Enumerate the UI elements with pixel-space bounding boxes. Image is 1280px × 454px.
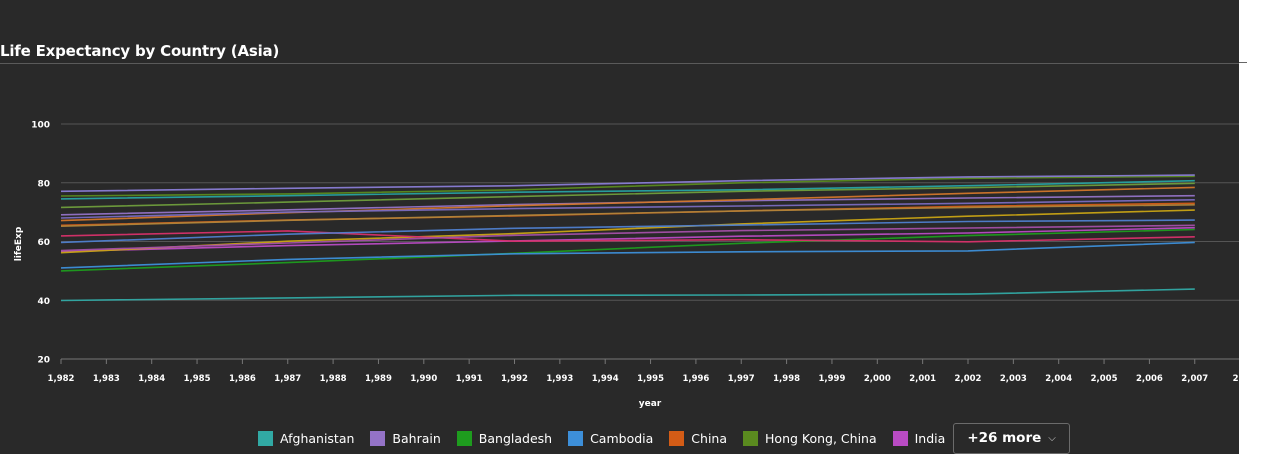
x-tick-label: 1,990 bbox=[410, 374, 437, 384]
x-tick-label: 1,991 bbox=[456, 374, 483, 384]
legend-label: Hong Kong, China bbox=[765, 430, 877, 446]
x-tick-label: 1,995 bbox=[637, 374, 664, 384]
legend-item[interactable]: India bbox=[892, 430, 946, 446]
grid-lines bbox=[61, 123, 1239, 360]
x-tick-label: 1,986 bbox=[229, 374, 256, 384]
legend-label: Bangladesh bbox=[478, 430, 553, 446]
y-tick-label: 80 bbox=[37, 179, 50, 189]
y-axis-label: lifeExp bbox=[14, 226, 24, 261]
axes: 20 40 60 80 100 1,982 1,983 1,984 1,985 1,986 1,98… bbox=[31, 121, 1239, 385]
series-line[interactable] bbox=[60, 174, 1195, 193]
legend-swatch bbox=[258, 430, 273, 446]
legend: Afghanistan Bahrain Bangladesh Cambodia Chin… bbox=[258, 422, 1070, 454]
title-divider-end bbox=[1239, 62, 1247, 63]
chart-title: Life Expectancy by Country (Asia) bbox=[0, 42, 280, 60]
series-line[interactable] bbox=[60, 204, 1195, 227]
x-tick-label: 2,000 bbox=[864, 374, 891, 384]
legend-swatch bbox=[370, 430, 386, 446]
x-tick-label: 1,994 bbox=[592, 374, 619, 384]
line-chart: 20 40 60 80 100 1,982 1,983 1,984 1,985 1,986 1,98… bbox=[14, 121, 1239, 409]
x-tick-label: 1,996 bbox=[682, 374, 709, 384]
legend-item[interactable]: Hong Kong, China bbox=[743, 430, 877, 446]
legend-label: India bbox=[914, 430, 946, 446]
x-tick-label: 1,999 bbox=[819, 374, 846, 384]
legend-label: Cambodia bbox=[590, 430, 654, 446]
x-axis-label: year bbox=[639, 399, 662, 409]
title-divider bbox=[0, 63, 1239, 64]
series-line[interactable] bbox=[60, 224, 1195, 252]
legend-label: Afghanistan bbox=[280, 430, 355, 446]
x-tick-label: 1,992 bbox=[501, 374, 528, 384]
x-tick-label: 2,002 bbox=[955, 374, 982, 384]
legend-swatch bbox=[743, 430, 759, 446]
series-line[interactable] bbox=[60, 182, 1195, 209]
x-tick-label: 1,987 bbox=[274, 374, 301, 384]
legend-more-button[interactable]: +26 more ⌵ bbox=[953, 422, 1070, 454]
legend-swatch bbox=[456, 430, 472, 446]
x-tick-label: 1,985 bbox=[184, 374, 211, 384]
x-tick-label: 1,988 bbox=[320, 374, 347, 384]
series-line-hong-kong-china[interactable] bbox=[60, 175, 1195, 197]
legend-label: Bahrain bbox=[392, 430, 441, 446]
x-tick-label: 2,004 bbox=[1045, 374, 1072, 384]
x-tick-label: 2,001 bbox=[909, 374, 936, 384]
x-tick-label: 1,983 bbox=[93, 374, 120, 384]
legend-swatch bbox=[669, 430, 685, 446]
legend-item[interactable]: Afghanistan bbox=[258, 430, 355, 446]
series-line[interactable] bbox=[60, 199, 1195, 219]
x-tick-label: 2,006 bbox=[1136, 374, 1163, 384]
legend-item[interactable]: China bbox=[669, 430, 728, 446]
y-tick-label: 20 bbox=[37, 356, 50, 366]
x-tick-label: 1,998 bbox=[773, 374, 800, 384]
y-tick-label: 40 bbox=[37, 297, 50, 307]
series-line[interactable] bbox=[60, 219, 1195, 244]
y-tick-label: 60 bbox=[37, 238, 50, 248]
legend-item[interactable]: Bahrain bbox=[370, 430, 441, 446]
x-tick-label: 1,982 bbox=[48, 374, 75, 384]
series-line[interactable] bbox=[60, 186, 1195, 222]
series-line-india[interactable] bbox=[60, 226, 1195, 253]
legend-more-label: +26 more bbox=[967, 430, 1042, 446]
series-line-afghanistan[interactable] bbox=[60, 288, 1195, 302]
legend-swatch bbox=[892, 430, 908, 446]
x-tick-label: 2,0 bbox=[1233, 374, 1239, 384]
y-tick-label: 100 bbox=[31, 121, 50, 131]
series-lines bbox=[60, 174, 1195, 302]
chart-panel: Life Expectancy by Country (Asia) 20 40 60… bbox=[0, 0, 1239, 454]
x-tick-label: 2,003 bbox=[1000, 374, 1027, 384]
x-tick-label: 1,993 bbox=[546, 374, 573, 384]
series-line[interactable] bbox=[60, 230, 1195, 243]
legend-item[interactable]: Cambodia bbox=[568, 430, 654, 446]
legend-label: China bbox=[691, 430, 728, 446]
legend-swatch bbox=[568, 430, 584, 446]
x-tick-label: 1,989 bbox=[365, 374, 392, 384]
legend-item[interactable]: Bangladesh bbox=[456, 430, 553, 446]
chevron-down-icon: ⌵ bbox=[1048, 432, 1056, 444]
x-tick-label: 2,007 bbox=[1181, 374, 1208, 384]
series-line[interactable] bbox=[60, 209, 1195, 254]
x-tick-label: 1,997 bbox=[728, 374, 755, 384]
series-line-cambodia[interactable] bbox=[60, 241, 1195, 269]
x-tick-label: 2,005 bbox=[1091, 374, 1118, 384]
series-line[interactable] bbox=[60, 179, 1195, 200]
series-line-bangladesh[interactable] bbox=[60, 228, 1195, 272]
x-tick-label: 1,984 bbox=[138, 374, 165, 384]
